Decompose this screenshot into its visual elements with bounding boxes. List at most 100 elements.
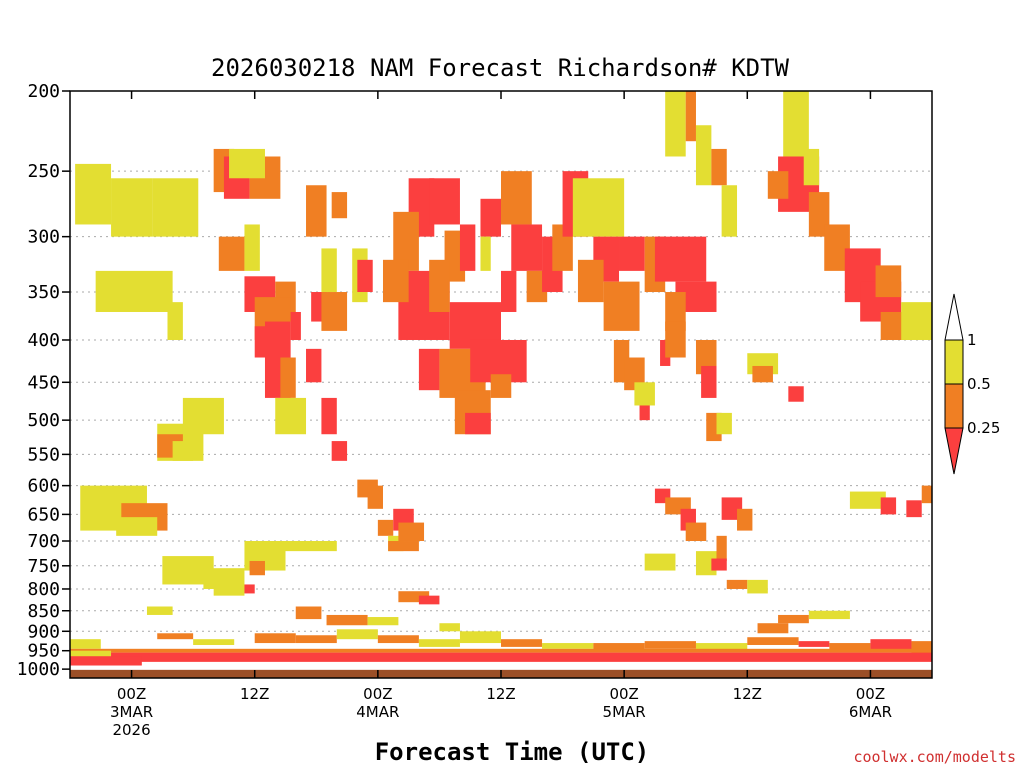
y-tick-label: 650 [27,504,60,525]
ri-cell-red [418,348,440,391]
ri-cell-yellow [783,91,809,157]
ri-cell-yellow [116,517,158,536]
ri-cell-red [711,558,727,571]
x-tick-label: 12Z [240,685,269,703]
ri-cell-orange [737,508,753,531]
ri-cell-orange [398,591,430,603]
richardson-number-field [70,91,932,678]
ri-cell-yellow [213,584,245,596]
ri-cell-red [244,584,255,594]
ri-cell-orange [875,265,902,298]
y-tick-label: 900 [27,621,60,642]
y-tick-label: 1000 [17,659,60,680]
ri-cell-orange [218,236,245,271]
ri-cell-red [798,641,830,647]
ri-cell-orange [321,292,348,331]
ri-cell-yellow [803,148,820,186]
y-tick-label: 550 [27,444,60,465]
ri-cell-red [654,236,707,282]
legend-swatch [944,383,964,429]
x-tick-label: 00Z [856,685,885,703]
ri-cell-yellow [172,441,194,461]
ri-cell-yellow [229,148,265,179]
y-axis: 200 250 300 350 400 450 500 550 600 650 700 7508008… [17,81,70,680]
x-axis-label: Forecast Time (UTC) [375,738,650,766]
x-tick-label: 00Z [363,685,392,703]
y-tick-label: 200 [27,81,60,102]
ri-cell-orange [377,635,419,644]
ri-cell-yellow [70,650,112,657]
ri-cell-yellow [336,629,378,640]
colorbar-legend: 1 0.5 0.25 [944,293,1000,475]
ri-cell-orange [829,643,871,653]
ri-cell-yellow [542,643,594,649]
ri-cell-orange [249,560,265,576]
ri-cell-orange [388,541,419,552]
ri-cell-yellow [264,541,337,552]
credit-text[interactable]: coolwx.com/modelts [853,748,1016,766]
ri-cell-orange [778,614,809,624]
chart-title: 2026030218 NAM Forecast Richardson# KDTW [211,54,790,82]
x-tick-label: 00Z [609,685,638,703]
ri-cell-orange [726,579,748,589]
ri-cell-orange [624,357,645,391]
ri-cell-orange [254,633,296,644]
ri-cell-orange [295,606,322,620]
x-tick-label: 6MAR [849,703,892,721]
ri-cell-orange [593,643,645,651]
ri-cell-yellow [901,302,932,340]
legend-label: 1 [967,331,977,349]
x-tick-label: 5MAR [603,703,646,721]
ri-cell-orange [501,171,532,225]
ri-cell-red [870,639,912,651]
ri-cell-yellow [721,185,738,237]
ri-cell-orange [295,635,337,644]
ri-cell-red [501,270,517,312]
ri-cell-red [511,224,543,271]
ri-cell-yellow [572,178,625,237]
y-tick-label: 300 [27,227,60,248]
ri-cell-red [321,397,337,435]
ri-cell-yellow [70,639,101,649]
ri-cell-red [701,365,717,398]
ri-cell-orange [695,339,717,375]
y-tick-label: 750 [27,556,60,577]
x-tick-label: 00Z [117,685,146,703]
x-tick-label: 2026 [112,721,150,739]
y-tick-label: 350 [27,282,60,303]
y-tick-label: 600 [27,476,60,497]
ri-cell-red [429,178,460,225]
ri-cell-yellow [321,248,337,293]
ri-cell-yellow [695,125,712,186]
ri-cell-yellow [808,610,850,620]
ri-cell-red [70,652,932,662]
y-tick-label: 500 [27,410,60,431]
ri-cell-yellow [644,553,676,571]
ri-cell-yellow [695,643,748,651]
ri-cell-yellow [203,568,245,589]
ri-cell-yellow [193,639,235,645]
x-tick-label: 12Z [486,685,515,703]
y-tick-label: 250 [27,161,60,182]
ri-cell-orange [377,519,394,536]
ri-cell-red [357,259,373,293]
ri-cell-red [906,500,922,518]
ri-cell-yellow [182,397,224,435]
ri-cell-red [290,311,301,340]
y-tick-label: 800 [27,579,60,600]
ri-cell-red [70,656,142,666]
ri-cell-red [465,412,491,435]
ri-cell-orange [767,171,789,199]
ri-cell-red [788,386,804,402]
ri-cell-yellow [75,163,112,225]
ri-cell-yellow [275,397,307,435]
ri-cell-orange [665,292,686,331]
legend-cap-top [944,293,964,341]
ri-cell-yellow [480,236,491,271]
ri-cell-orange [577,259,604,303]
ri-cell-yellow [152,178,199,237]
ri-cell-orange [331,192,348,219]
ri-cell-yellow [146,606,173,615]
ri-cell-orange [280,357,296,398]
